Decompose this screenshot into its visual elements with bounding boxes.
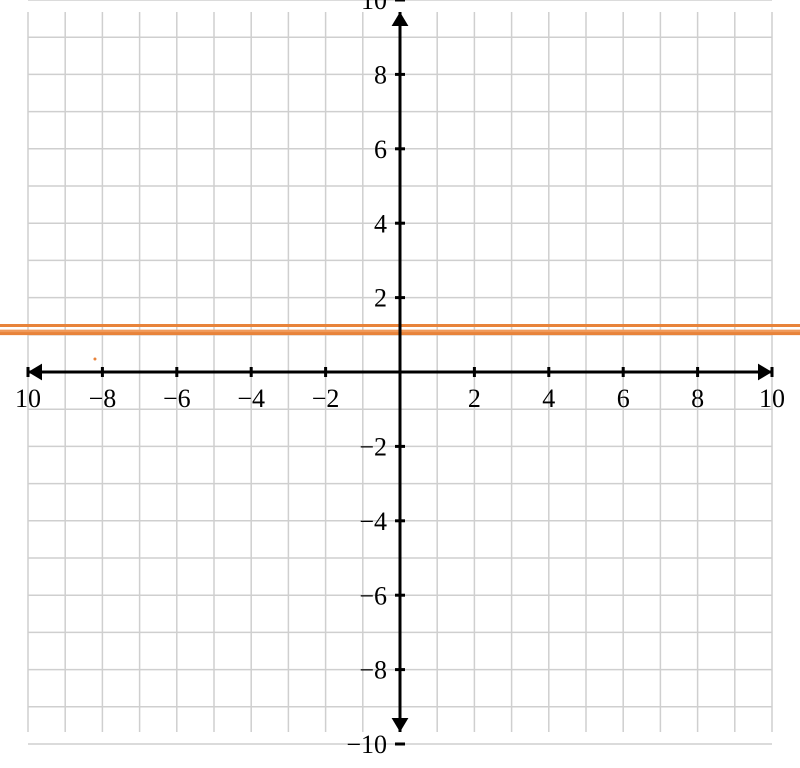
- y-tick-label: −4: [359, 507, 387, 536]
- x-tick-label: −2: [312, 384, 340, 413]
- x-tick-label: 8: [691, 384, 704, 413]
- x-tick-label: −8: [89, 384, 117, 413]
- y-tick-label: 10: [361, 0, 387, 15]
- x-tick-label: 2: [468, 384, 481, 413]
- x-tick-label: 6: [617, 384, 630, 413]
- y-tick-label: 4: [374, 209, 387, 238]
- x-tick-label: 10: [15, 384, 41, 413]
- coordinate-plane-chart: 10 −8 −6 −4 −2 2 4 6 8 10 −10 −8 −6 −4 −2 2 4 6 8 10: [0, 0, 800, 768]
- y-tick-label: 6: [374, 135, 387, 164]
- x-tick-label: −4: [237, 384, 265, 413]
- x-tick-label: −6: [163, 384, 191, 413]
- y-tick-label: −6: [359, 581, 387, 610]
- x-tick-label: 10: [759, 384, 785, 413]
- y-tick-label: 8: [374, 61, 387, 90]
- y-tick-label: −10: [346, 730, 387, 759]
- chart-svg: 10 −8 −6 −4 −2 2 4 6 8 10 −10 −8 −6 −4 −2 2 4 6 8 10: [0, 0, 800, 768]
- y-tick-label: −2: [359, 433, 387, 462]
- y-tick-label: −8: [359, 656, 387, 685]
- x-tick-label: 4: [542, 384, 555, 413]
- stray-point: [93, 357, 96, 360]
- y-tick-label: 2: [374, 284, 387, 313]
